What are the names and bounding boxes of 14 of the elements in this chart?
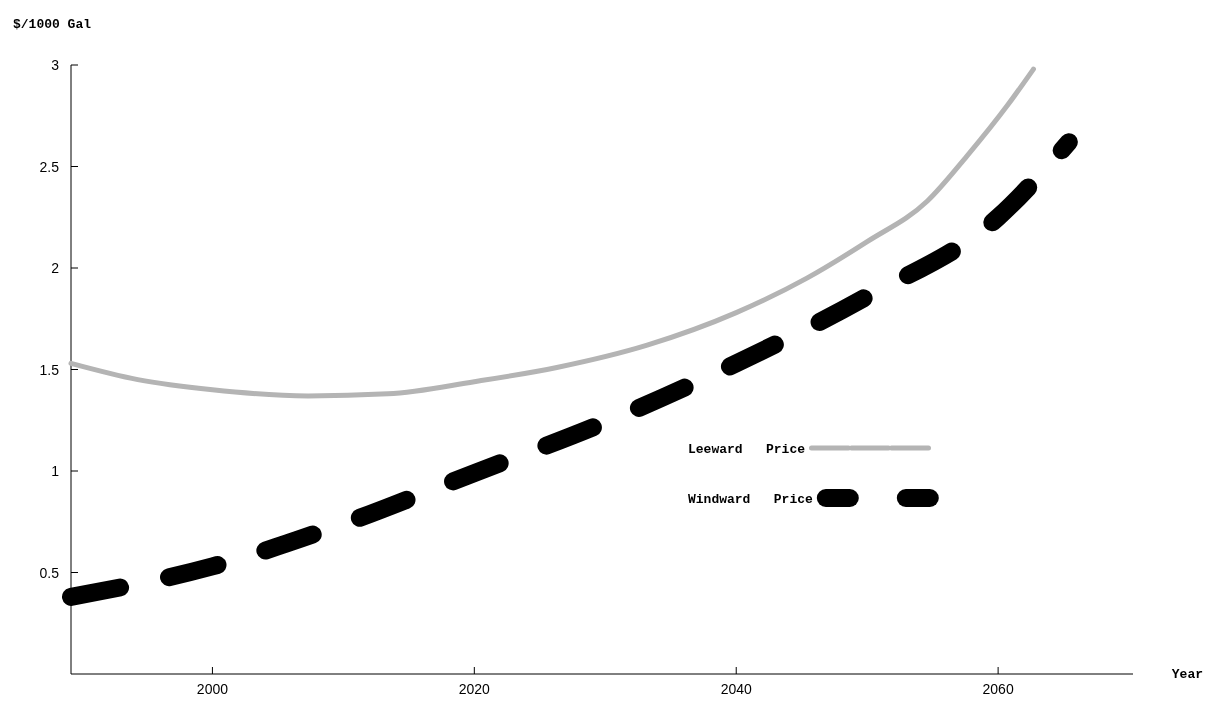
x-tick-label: 2000 <box>196 681 229 697</box>
legend-label: Leeward Price <box>688 442 806 457</box>
y-tick-label: 1 <box>51 463 60 479</box>
y-tick-label: 0.5 <box>39 564 60 581</box>
x-tick-label: 2060 <box>982 681 1014 697</box>
y-axis-title: $/1000 Gal <box>13 17 92 32</box>
y-tick-label: 2.5 <box>39 158 60 175</box>
x-tick-label: 2040 <box>720 681 752 697</box>
y-tick-label: 3 <box>51 57 60 73</box>
x-tick-label: 2020 <box>458 681 491 697</box>
x-axis-title: Year <box>1171 667 1203 682</box>
y-tick-label: 1.5 <box>39 361 60 378</box>
legend-label: Windward Price <box>688 492 814 507</box>
y-tick-label: 2 <box>51 260 60 276</box>
